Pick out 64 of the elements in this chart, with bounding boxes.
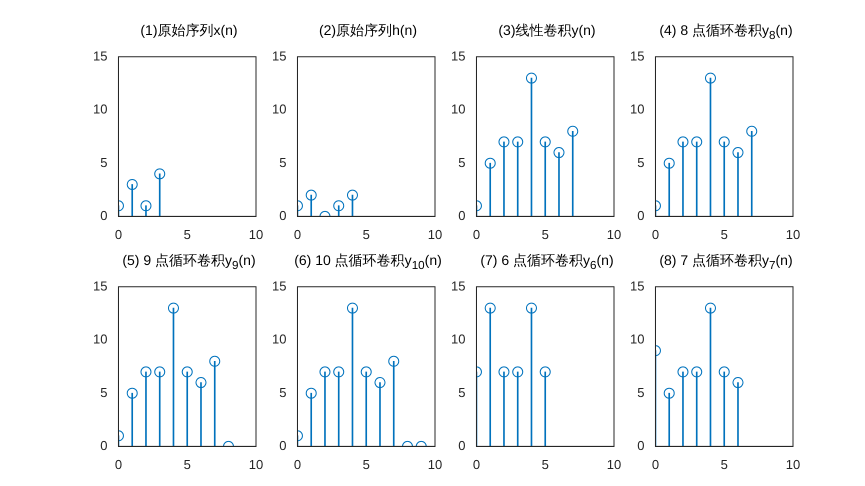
x-tick-label: 5 [184, 226, 191, 242]
y-tick-label: 0 [637, 438, 644, 453]
y-tick-label: 10 [450, 332, 466, 347]
x-tick-label: 10 [786, 456, 800, 472]
x-tick-label: 10 [428, 226, 442, 242]
x-tick-label: 10 [248, 456, 264, 472]
x-tick-label: 5 [720, 226, 728, 242]
y-tick-label: 15 [92, 48, 108, 64]
chart-title: (8) 7 点循环卷积y$_{7}$(n) [658, 252, 794, 274]
y-tick-label: 15 [450, 48, 466, 64]
chart-title: (2)原始序列h(n) [318, 22, 418, 40]
x-tick-label: 10 [248, 226, 264, 242]
y-tick-label: 5 [458, 154, 466, 170]
x-tick-label: 10 [428, 456, 442, 472]
y-tick-label: 0 [458, 438, 466, 453]
x-tick-label: 5 [720, 456, 728, 472]
y-tick-label: 5 [279, 384, 286, 400]
chart-title: (7) 6 点循环卷积y$_{6}$(n) [479, 252, 615, 274]
y-tick-label: 5 [637, 154, 644, 170]
x-tick-label: 0 [472, 226, 480, 242]
y-tick-label: 15 [630, 278, 644, 294]
chart-title: (5) 9 点循环卷积y$_{9}$(n) [121, 252, 257, 274]
y-tick-label: 5 [279, 154, 286, 170]
y-tick-label: 0 [100, 208, 108, 223]
x-tick-label: 0 [114, 226, 122, 242]
y-tick-label: 15 [450, 278, 466, 294]
chart-title: (3)线性卷积y(n) [497, 22, 597, 40]
chart-title: (4) 8 点循环卷积y$_{8}$(n) [658, 22, 794, 44]
x-tick-label: 10 [606, 456, 622, 472]
x-tick-label: 10 [606, 226, 622, 242]
x-tick-label: 0 [652, 226, 660, 242]
y-tick-label: 5 [100, 154, 108, 170]
y-tick-label: 5 [100, 384, 108, 400]
x-tick-label: 10 [786, 226, 800, 242]
y-tick-label: 5 [637, 384, 644, 400]
y-tick-label: 10 [450, 102, 466, 117]
y-tick-label: 10 [630, 332, 644, 347]
y-tick-label: 15 [630, 48, 644, 64]
y-tick-label: 10 [630, 102, 644, 117]
x-tick-label: 0 [294, 226, 302, 242]
x-tick-label: 0 [114, 456, 122, 472]
y-tick-label: 10 [272, 332, 286, 347]
y-tick-label: 0 [279, 208, 286, 223]
x-tick-label: 5 [542, 456, 549, 472]
x-tick-label: 0 [472, 456, 480, 472]
y-tick-label: 0 [458, 208, 466, 223]
x-tick-label: 5 [362, 456, 370, 472]
y-tick-label: 15 [272, 278, 286, 294]
y-tick-label: 5 [458, 384, 466, 400]
y-tick-label: 10 [272, 102, 286, 117]
x-tick-label: 0 [294, 456, 302, 472]
x-tick-label: 5 [184, 456, 191, 472]
x-tick-label: 5 [542, 226, 549, 242]
y-tick-label: 15 [92, 278, 108, 294]
y-tick-label: 15 [272, 48, 286, 64]
chart-title: (1)原始序列x(n) [139, 22, 239, 40]
x-tick-label: 0 [652, 456, 660, 472]
chart-title: (6) 10 点循环卷积y$_{10}$(n) [293, 252, 443, 274]
y-tick-label: 0 [279, 438, 286, 453]
y-tick-label: 0 [100, 438, 108, 453]
y-tick-label: 0 [637, 208, 644, 223]
x-tick-label: 5 [362, 226, 370, 242]
y-tick-label: 10 [92, 102, 108, 117]
y-tick-label: 10 [92, 332, 108, 347]
